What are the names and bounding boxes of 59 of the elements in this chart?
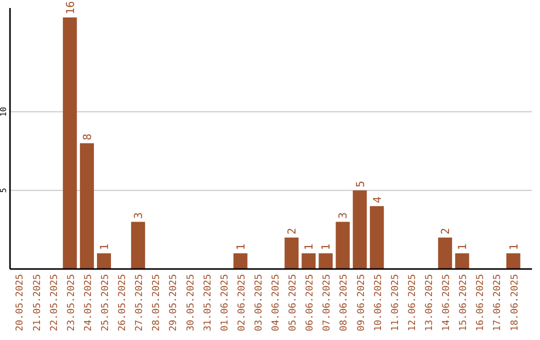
x-tick-label: 12.06.2025 — [406, 274, 418, 332]
data-label: 3 — [132, 212, 146, 219]
x-tick-label: 26.05.2025 — [117, 274, 128, 332]
bar — [352, 190, 367, 269]
bar — [438, 238, 452, 269]
data-label: 1 — [507, 244, 520, 250]
x-tick-label: 21.05.2025 — [32, 274, 43, 332]
bar — [62, 17, 77, 269]
data-label: 8 — [80, 134, 94, 140]
x-tick-label: 06.06.2025 — [304, 274, 316, 332]
data-label: 1 — [98, 244, 111, 250]
x-tick-label: 05.06.2025 — [288, 274, 299, 332]
bar — [80, 143, 94, 269]
data-label: 4 — [370, 196, 384, 204]
data-label: 1 — [456, 244, 470, 250]
x-tick-label: 18.06.2025 — [509, 274, 520, 332]
x-tick-label: 23.05.2025 — [66, 274, 77, 332]
x-tick-label: 20.05.2025 — [14, 274, 26, 332]
x-tick-label: 17.06.2025 — [492, 274, 504, 332]
x-tick-label: 25.05.2025 — [100, 274, 111, 332]
x-tick-label: 30.05.2025 — [185, 274, 196, 332]
x-tick-label: 16.06.2025 — [475, 274, 486, 332]
data-label: 2 — [439, 228, 452, 235]
bar — [370, 206, 384, 269]
data-label: 16 — [64, 1, 77, 14]
x-tick-label: 28.05.2025 — [151, 274, 162, 332]
bar — [506, 253, 520, 269]
bar — [455, 253, 470, 269]
x-tick-label: 15.06.2025 — [458, 274, 470, 332]
data-label: 3 — [336, 212, 350, 219]
data-label: 1 — [234, 244, 248, 250]
x-tick-label: 04.06.2025 — [270, 274, 282, 332]
x-tick-label: 11.06.2025 — [390, 274, 401, 332]
x-tick-label: 13.06.2025 — [424, 274, 436, 332]
x-tick-label: 27.05.2025 — [134, 274, 146, 332]
x-tick-label: 24.05.2025 — [82, 274, 94, 332]
bar — [336, 222, 350, 269]
x-tick-label: 14.06.2025 — [441, 274, 452, 332]
x-tick-label: 31.05.2025 — [202, 274, 214, 332]
bar — [131, 222, 146, 269]
x-tick-label: 03.06.2025 — [253, 274, 264, 332]
bar — [318, 253, 333, 269]
x-tick-label: 22.05.2025 — [48, 274, 60, 332]
x-tick-label: 10.06.2025 — [372, 274, 384, 332]
x-tick-label: 01.06.2025 — [219, 274, 230, 332]
x-tick-label: 09.06.2025 — [356, 274, 367, 332]
data-label: 1 — [302, 244, 316, 250]
x-tick-label: 29.05.2025 — [168, 274, 180, 332]
x-tick-label: 07.06.2025 — [322, 274, 333, 332]
x-tick-label: 02.06.2025 — [236, 274, 248, 332]
x-tick-label: 08.06.2025 — [338, 274, 350, 332]
data-label: 1 — [320, 244, 333, 250]
bar — [233, 253, 248, 269]
bar — [284, 238, 299, 269]
data-label: 5 — [354, 180, 367, 188]
data-label: 2 — [286, 228, 299, 235]
bar — [96, 253, 111, 269]
bar — [302, 253, 316, 269]
y-tick-label: 10 — [0, 106, 8, 117]
